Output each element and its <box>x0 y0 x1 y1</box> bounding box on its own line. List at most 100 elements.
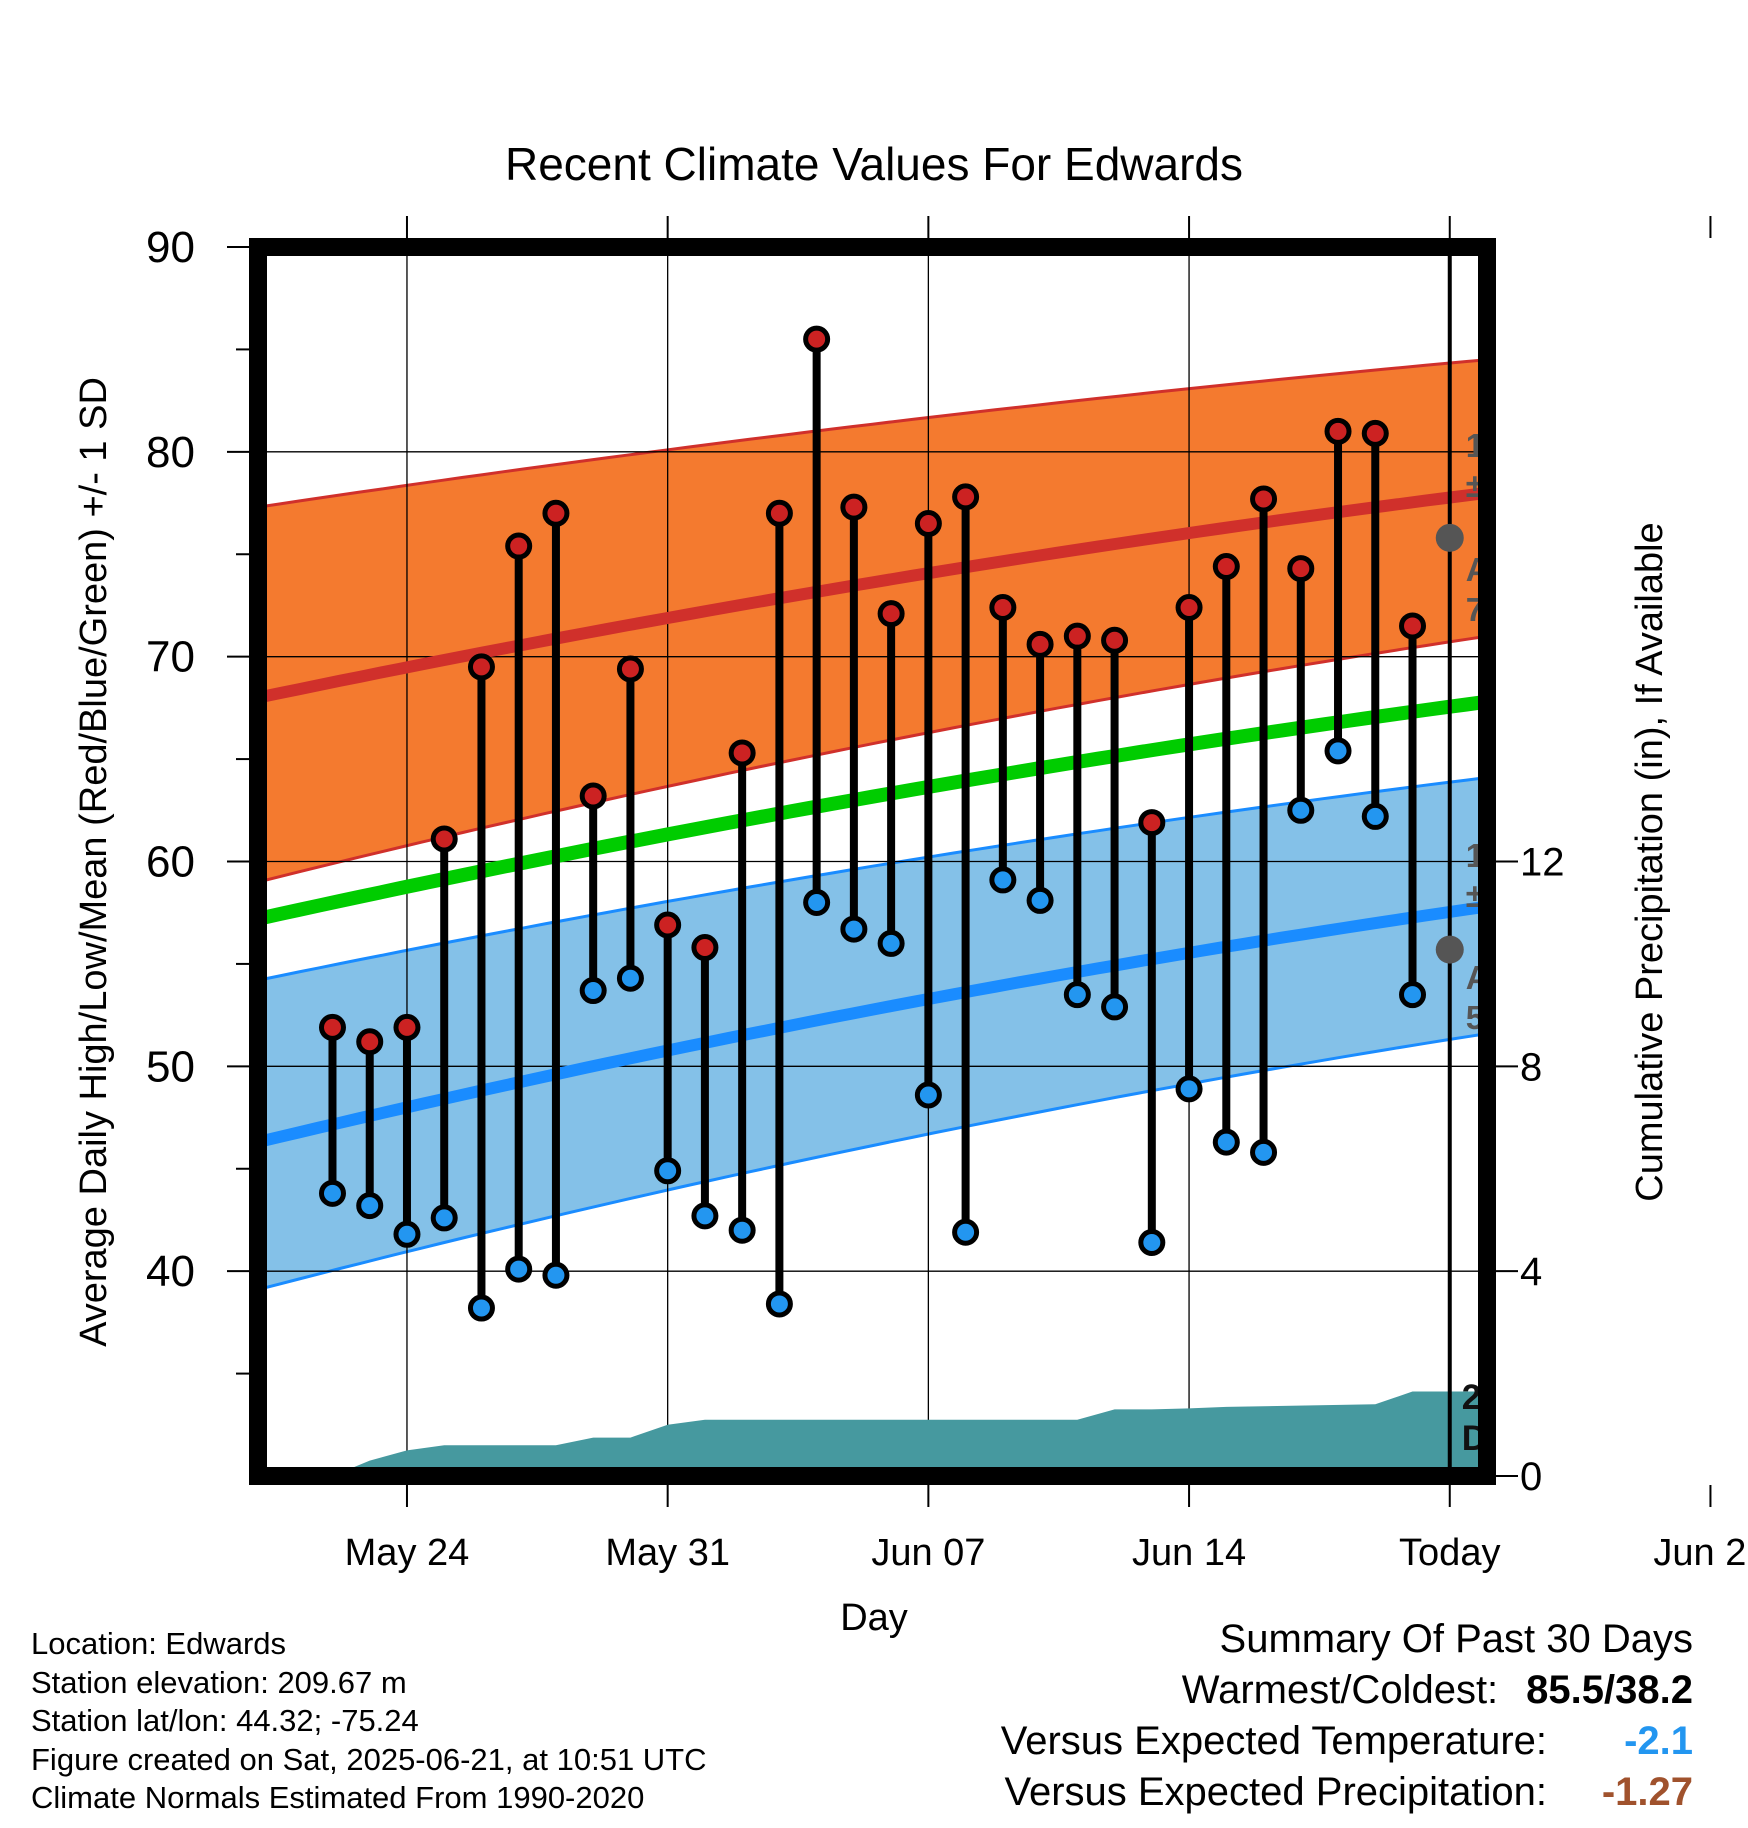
daily-low-point <box>1101 993 1129 1021</box>
daily-high-point <box>1026 630 1054 658</box>
y2-axis-label: Cumulative Precipitation (in), If Availa… <box>1629 522 1671 1201</box>
x-axis-label: Day <box>840 1597 908 1639</box>
daily-high-point <box>654 911 682 939</box>
daily-low-point <box>1212 1128 1240 1156</box>
normals-text: Climate Normals Estimated From 1990-2020 <box>31 1780 645 1815</box>
daily-high-point <box>318 1013 346 1041</box>
x-tick-label: Jun 14 <box>1132 1532 1246 1574</box>
daily-high-point <box>914 510 942 538</box>
daily-high-point <box>1399 612 1427 640</box>
high-avg-line <box>258 486 1487 704</box>
precip-label: Versus Expected Precipitation: <box>1004 1770 1547 1814</box>
daily-low-point <box>914 1081 942 1109</box>
daily-high-point <box>1324 417 1352 445</box>
daily-high-point <box>877 600 905 628</box>
low-sd-upper-line <box>258 776 1487 982</box>
high-sd-lower-line <box>258 634 1487 884</box>
daily-high-point <box>1287 555 1315 583</box>
daily-low-point <box>765 1290 793 1318</box>
daily-high-point <box>579 782 607 810</box>
warmest-value: 85.5/38.2 <box>1526 1668 1693 1712</box>
daily-low-point <box>505 1255 533 1283</box>
summary-title: Summary Of Past 30 Days <box>1219 1617 1693 1661</box>
created-text: Figure created on Sat, 2025-06-21, at 10… <box>31 1741 707 1777</box>
high-sd-upper-line <box>258 358 1487 509</box>
x-tick-label: May 31 <box>605 1532 730 1574</box>
daily-high-point <box>616 655 644 683</box>
today-high-avg-marker <box>1435 523 1464 552</box>
y-tick-label: 60 <box>146 838 195 887</box>
daily-high-point <box>1101 626 1129 654</box>
low-avg-line <box>258 900 1487 1148</box>
daily-high-point <box>765 499 793 527</box>
daily-high-point <box>1175 594 1203 622</box>
summary-warmest-row: Warmest/Coldest: 85.5/38.2 <box>1001 1665 1693 1716</box>
daily-low-point <box>579 977 607 1005</box>
daily-low-point <box>1026 886 1054 914</box>
daily-low-point <box>616 964 644 992</box>
daily-low-point <box>430 1204 458 1232</box>
daily-low-point <box>1138 1228 1166 1256</box>
daily-high-point <box>728 739 756 767</box>
daily-low-point <box>877 929 905 957</box>
y-tick-label: 80 <box>146 428 195 477</box>
y2-tick-label: 4 <box>1520 1250 1542 1294</box>
daily-high-point <box>393 1013 421 1041</box>
temp-value: -2.1 <box>1624 1719 1693 1763</box>
daily-high-point <box>840 493 868 521</box>
daily-low-point <box>1175 1075 1203 1103</box>
daily-low-point <box>1287 796 1315 824</box>
y2-tick-label: 12 <box>1520 841 1565 885</box>
today-low-avg-marker <box>1435 935 1464 964</box>
latlon-text: Station lat/lon: 44.32; -75.24 <box>31 1703 419 1738</box>
daily-high-point <box>542 499 570 527</box>
y-tick-label: 40 <box>146 1247 195 1296</box>
daily-high-point <box>1250 485 1278 513</box>
days-count-word: Days <box>1462 1419 1546 1458</box>
daily-high-point <box>356 1028 384 1056</box>
location-text: Location: Edwards <box>31 1626 287 1661</box>
summary-precip-row: Versus Expected Precipitation: -1.27 <box>1001 1767 1693 1818</box>
daily-low-point <box>356 1192 384 1220</box>
daily-low-point <box>1361 802 1389 830</box>
daily-low-point <box>654 1157 682 1185</box>
daily-high-point <box>1138 809 1166 837</box>
temp-label: Versus Expected Temperature: <box>1000 1719 1547 1763</box>
daily-high-point <box>952 483 980 511</box>
daily-high-point <box>803 325 831 353</box>
y-tick-label: 70 <box>146 633 195 682</box>
y2-tick-label: 8 <box>1520 1045 1542 1089</box>
daily-high-point <box>691 934 719 962</box>
daily-high-point <box>989 594 1017 622</box>
elevation-text: Station elevation: 209.67 m <box>31 1664 407 1700</box>
daily-low-point <box>1324 737 1352 765</box>
daily-high-point <box>1361 419 1389 447</box>
low-sd-band <box>258 777 1487 1290</box>
y-tick-label: 90 <box>146 223 195 272</box>
plot-frame <box>249 238 1496 1485</box>
y-axis-label: Average Daily High/Low/Mean (Red/Blue/Gr… <box>73 377 115 1347</box>
daily-low-point <box>803 888 831 916</box>
x-tick-label: Today <box>1399 1532 1500 1574</box>
daily-low-point <box>542 1261 570 1289</box>
warmest-label: Warmest/Coldest: <box>1181 1668 1499 1712</box>
daily-high-point <box>505 532 533 560</box>
daily-low-point <box>728 1216 756 1244</box>
x-tick-label: May 24 <box>345 1532 470 1574</box>
x-tick-label: Jun 07 <box>871 1532 985 1574</box>
precipitation-area <box>332 1391 1487 1476</box>
station-info: Location: Edwards Station elevation: 209… <box>31 1625 707 1818</box>
daily-low-point <box>318 1179 346 1207</box>
y-tick-label: 50 <box>146 1042 195 1091</box>
daily-high-point <box>1212 553 1240 581</box>
y2-tick-label: 0 <box>1520 1455 1542 1499</box>
low-sd-lower-line <box>258 1032 1487 1292</box>
low-avg-label: Avg: <box>1466 959 1538 996</box>
precip-value: -1.27 <box>1601 1770 1693 1814</box>
daily-low-point <box>393 1220 421 1248</box>
daily-low-point <box>989 866 1017 894</box>
daily-low-point <box>1399 981 1427 1009</box>
daily-high-point <box>430 825 458 853</box>
daily-low-point <box>691 1202 719 1230</box>
